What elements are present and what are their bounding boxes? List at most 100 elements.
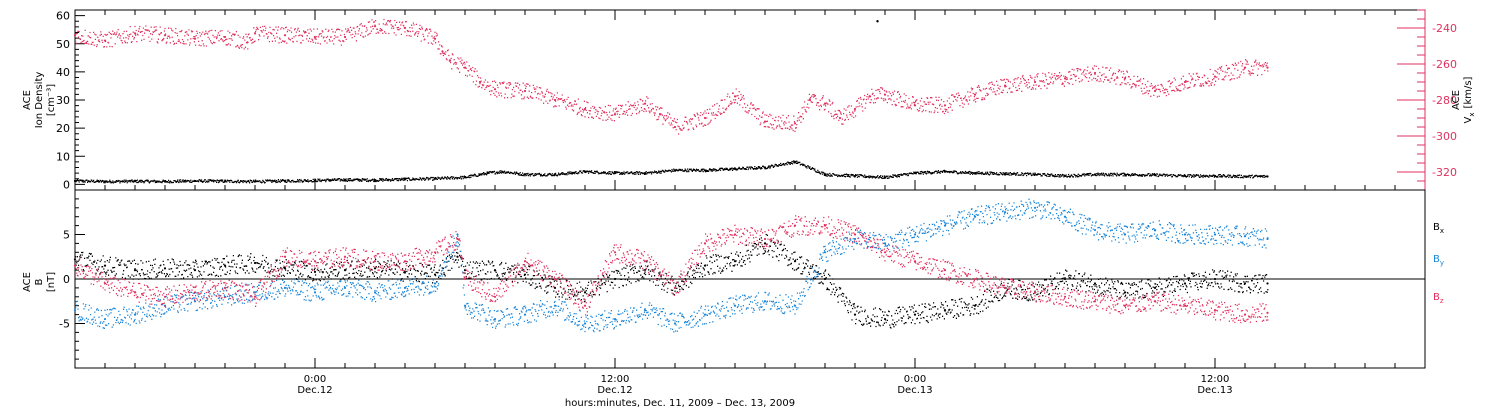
bz-point (456, 237, 459, 241)
bottom-left-tick-label: 5 (63, 229, 70, 242)
by-point (643, 309, 647, 312)
bx-point (823, 277, 827, 281)
bx-point (163, 267, 167, 270)
vx-point (463, 66, 467, 69)
top-left-tick-label: 50 (56, 38, 70, 51)
top-left-tick-label: 60 (56, 10, 70, 23)
top-right-tick-label: -300 (1432, 130, 1457, 143)
by-point (433, 282, 437, 285)
top-series-group (73, 18, 1269, 184)
bz-point (643, 260, 647, 263)
by-point (1213, 233, 1217, 236)
by-point (103, 317, 107, 321)
vx-point (343, 35, 347, 39)
x-tick-label: 0:00 (304, 374, 326, 385)
bottom-left-axis: -5 0 5 (59, 198, 85, 360)
ion-density-point (823, 173, 827, 176)
ion-density-point (1093, 173, 1097, 176)
bz-point (1063, 295, 1067, 298)
top-left-tick-label: 10 (56, 150, 70, 163)
legend-by-b: B (1433, 254, 1440, 265)
by-point (733, 304, 737, 307)
bx-point (283, 267, 287, 270)
ion-density-point (193, 179, 197, 183)
by-point (823, 251, 827, 254)
by-point (373, 291, 377, 294)
ion-density-point (133, 180, 137, 183)
bx-point (133, 269, 137, 272)
by-point (1183, 233, 1187, 236)
by-point (793, 304, 797, 307)
ion-density-point (73, 179, 77, 183)
vx-point (373, 25, 377, 28)
vx-point (223, 35, 227, 39)
vx-point (1033, 80, 1037, 84)
legend-by: By (1433, 254, 1444, 267)
bz-point (613, 251, 617, 254)
by-point (853, 237, 857, 241)
bz-point (883, 251, 887, 254)
bx-point (1153, 286, 1157, 289)
by-point (703, 313, 707, 316)
bx-point (493, 269, 497, 272)
top-panel: 0 10 20 30 40 50 60 -240 -260 -280 -300 -320 ACE I… (22, 9, 1476, 191)
vx-point (433, 37, 437, 40)
bz-point (373, 260, 377, 263)
bz-point (1243, 313, 1247, 316)
vx-point (613, 113, 617, 116)
bz-point (823, 224, 827, 227)
vx-point (643, 102, 647, 105)
ion-density-point (1003, 172, 1007, 175)
bz-point (523, 260, 527, 263)
bz-point (1213, 309, 1217, 312)
bx-point (253, 261, 257, 265)
ion-density-point (283, 179, 287, 183)
ion-density-point (403, 178, 407, 181)
by-point (523, 313, 527, 316)
bz-point (973, 277, 977, 281)
vx-point (943, 104, 947, 107)
vx-point (583, 107, 587, 111)
top-right-axis: -240 -260 -280 -300 -320 (1397, 9, 1457, 191)
vx-point (313, 35, 317, 39)
vx-symbol: V (1463, 116, 1474, 123)
vx-point (493, 88, 497, 91)
vx-point (283, 34, 287, 37)
ion-density-point (733, 167, 737, 171)
ion-density-point (223, 180, 227, 183)
x-tick-label: 0:00 (904, 374, 926, 385)
bz-point (583, 304, 587, 307)
vx-point (1123, 77, 1127, 80)
ion-density-point (613, 172, 617, 175)
bz-point (1033, 291, 1037, 294)
bz-trace (75, 215, 1269, 324)
ion-density-point (883, 176, 887, 179)
vx-point (553, 98, 557, 102)
legend-by-sub: y (1440, 259, 1444, 267)
vx-point (838, 116, 842, 120)
bx-point (583, 291, 587, 294)
bz-point (493, 295, 497, 298)
ion-density-point (1266, 175, 1269, 178)
ion-density-point (463, 176, 467, 179)
top-left-tick-label: 20 (56, 122, 70, 135)
by-point (193, 300, 197, 303)
bx-point (943, 309, 947, 312)
vx-point (523, 89, 527, 93)
vx-point (1213, 75, 1217, 78)
vx-point (853, 107, 857, 111)
by-point (1063, 215, 1067, 218)
ion-density-point (973, 172, 977, 175)
bx-point (1183, 282, 1187, 285)
bottom-ylabel: ACE B [nT] (22, 272, 57, 292)
ion-density-point (103, 180, 107, 183)
bz-point (1123, 304, 1127, 307)
bz-point (433, 251, 437, 254)
bottom-panel: -5 0 5 ACE B [nT] Bx By Bz (22, 189, 1444, 369)
bz-point (463, 277, 467, 281)
ion-density-point (433, 177, 437, 180)
bx-point (913, 313, 917, 316)
top-left-tick-label: 30 (56, 94, 70, 107)
ion-density-point (1033, 173, 1037, 176)
by-point (763, 300, 767, 303)
